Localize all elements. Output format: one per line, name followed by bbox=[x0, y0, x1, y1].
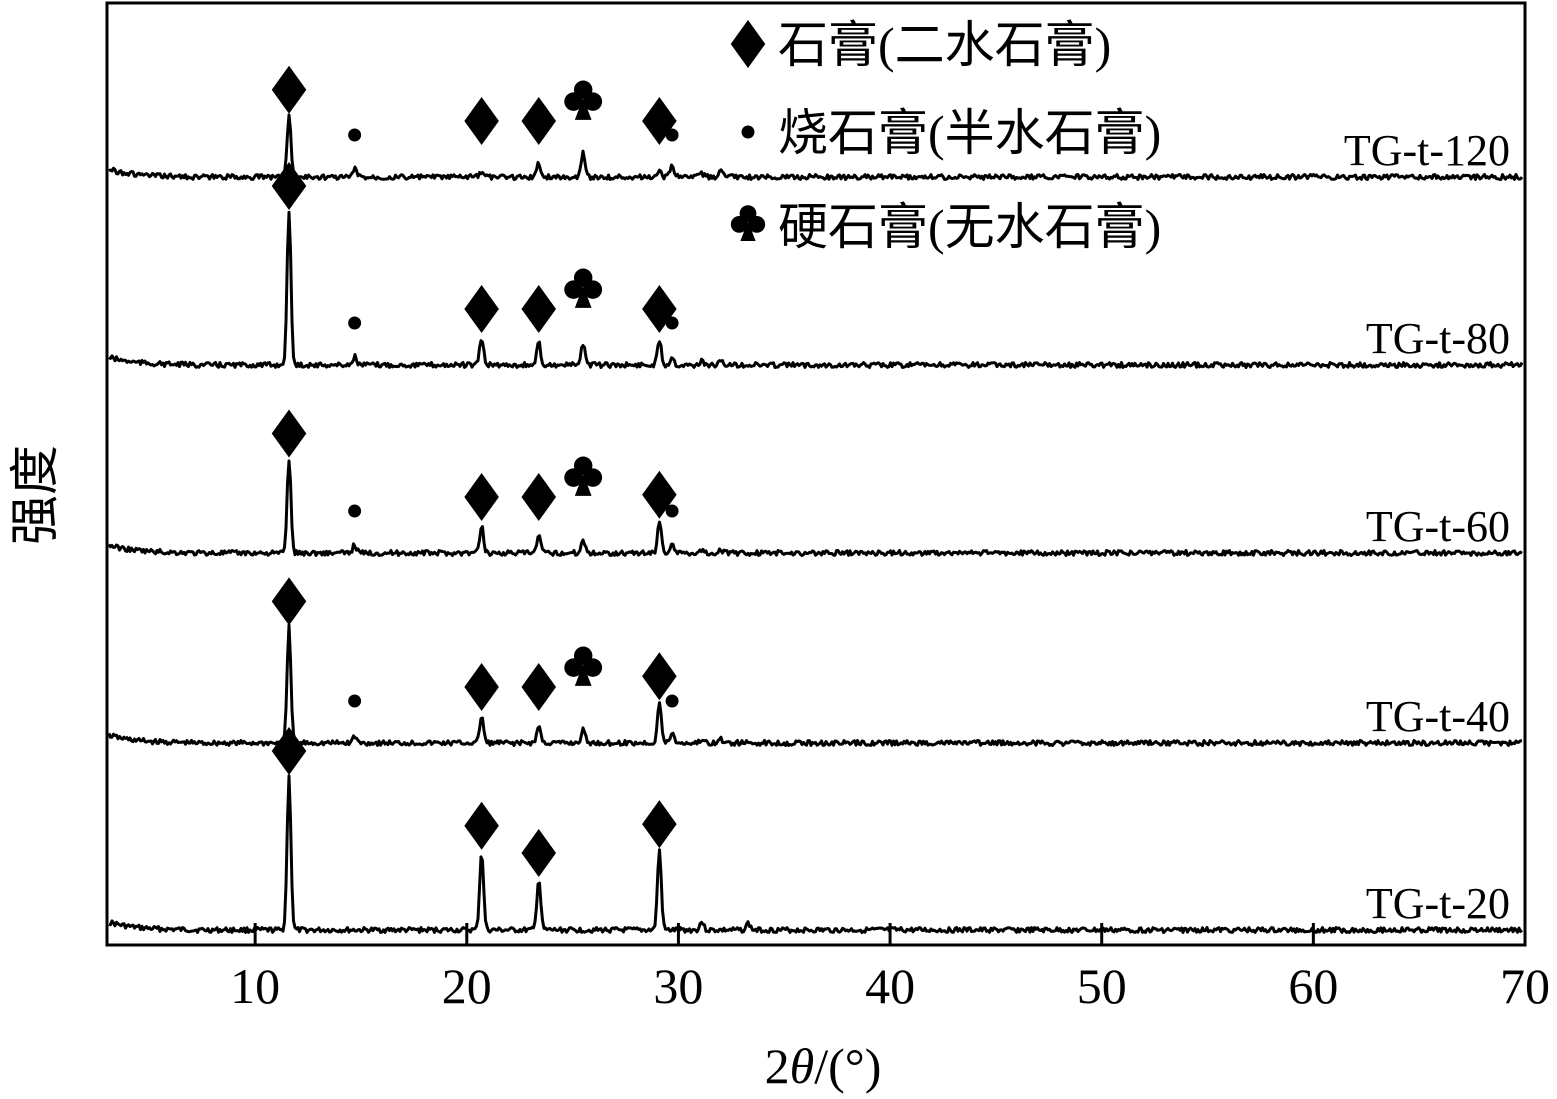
diamond-marker bbox=[271, 577, 307, 626]
sample-label: TG-t-20 bbox=[1366, 879, 1510, 928]
diamond-marker bbox=[464, 473, 499, 521]
dot-marker bbox=[348, 316, 362, 330]
diamond-marker bbox=[464, 285, 499, 333]
club-marker bbox=[564, 646, 603, 686]
diamond-marker bbox=[642, 800, 677, 849]
diamond-marker bbox=[271, 65, 307, 114]
club-stem bbox=[740, 221, 756, 241]
dot-marker bbox=[741, 125, 755, 139]
sample-label: TG-t-60 bbox=[1366, 502, 1510, 551]
club-marker bbox=[730, 205, 766, 241]
x-tick-label: 20 bbox=[442, 958, 492, 1014]
sample-label: TG-t-120 bbox=[1344, 126, 1510, 175]
club-stem bbox=[574, 473, 592, 496]
sample-labels: TG-t-20 TG-t-40 TG-t-60 TG-t-80 TG-t-120 bbox=[1344, 126, 1510, 928]
club-marker bbox=[564, 456, 603, 496]
xrd-trace bbox=[108, 113, 1524, 181]
diamond-marker bbox=[521, 829, 557, 877]
x-axis-label: 2θ/(°) bbox=[765, 1038, 882, 1094]
diamond-marker bbox=[642, 652, 677, 701]
diamond-marker bbox=[521, 285, 557, 333]
dot-marker bbox=[348, 504, 362, 518]
xrd-trace bbox=[107, 623, 1523, 747]
traces bbox=[107, 113, 1524, 934]
x-tick-label: 50 bbox=[1077, 958, 1127, 1014]
xrd-trace bbox=[107, 459, 1523, 557]
x-tick-label: 40 bbox=[865, 958, 915, 1014]
club-lobe bbox=[564, 280, 583, 299]
phase-markers bbox=[271, 65, 679, 877]
sample-label: TG-t-80 bbox=[1366, 314, 1510, 363]
diamond-marker bbox=[271, 162, 307, 210]
club-lobe bbox=[564, 92, 583, 111]
club-marker bbox=[564, 268, 603, 308]
x-tick-label: 10 bbox=[230, 958, 280, 1014]
diamond-marker bbox=[730, 20, 766, 68]
dot-marker bbox=[665, 504, 679, 518]
diamond-marker bbox=[521, 663, 557, 711]
diamond-marker bbox=[521, 473, 557, 521]
diamond-marker bbox=[464, 97, 499, 145]
club-lobe bbox=[583, 92, 603, 111]
club-lobe bbox=[583, 280, 603, 299]
x-axis-ticks: 10 20 30 40 50 60 70 bbox=[230, 923, 1550, 1014]
club-marker bbox=[564, 80, 603, 120]
x-tick-label: 60 bbox=[1288, 958, 1338, 1014]
dot-marker bbox=[665, 316, 679, 330]
diamond-marker bbox=[464, 801, 499, 850]
diamond-marker bbox=[464, 663, 499, 711]
diamond-marker bbox=[271, 409, 307, 458]
club-lobe bbox=[564, 658, 583, 677]
dot-marker bbox=[348, 694, 362, 708]
y-axis-label: 强度 bbox=[7, 445, 63, 545]
club-stem bbox=[574, 97, 592, 120]
xrd-trace bbox=[108, 774, 1523, 934]
plot-frame bbox=[105, 1, 1527, 947]
club-lobe bbox=[730, 216, 748, 233]
club-stem bbox=[574, 285, 592, 308]
diamond-marker bbox=[521, 97, 557, 145]
club-lobe bbox=[748, 216, 766, 233]
dot-marker bbox=[665, 128, 679, 142]
diamond-marker bbox=[271, 727, 307, 775]
legend-label: 烧石膏(半水石膏) bbox=[778, 105, 1161, 161]
club-lobe bbox=[583, 468, 603, 487]
club-stem bbox=[574, 663, 592, 686]
legend-label: 硬石膏(无水石膏) bbox=[778, 199, 1161, 255]
x-tick-label: 70 bbox=[1500, 958, 1550, 1014]
x-axis-label-theta: θ bbox=[790, 1038, 815, 1094]
club-lobe bbox=[564, 468, 583, 487]
x-axis-label-prefix: 2 bbox=[765, 1038, 790, 1094]
club-lobe bbox=[583, 658, 603, 677]
dot-marker bbox=[665, 694, 679, 708]
x-axis-label-unit: /(°) bbox=[814, 1038, 881, 1094]
sample-label: TG-t-40 bbox=[1366, 692, 1510, 741]
legend: 石膏(二水石膏) 烧石膏(半水石膏) 硬石膏(无水石膏) bbox=[730, 17, 1161, 255]
dot-marker bbox=[348, 128, 362, 142]
xrd-trace bbox=[108, 210, 1524, 369]
legend-label: 石膏(二水石膏) bbox=[778, 17, 1111, 73]
x-tick-label: 30 bbox=[653, 958, 703, 1014]
